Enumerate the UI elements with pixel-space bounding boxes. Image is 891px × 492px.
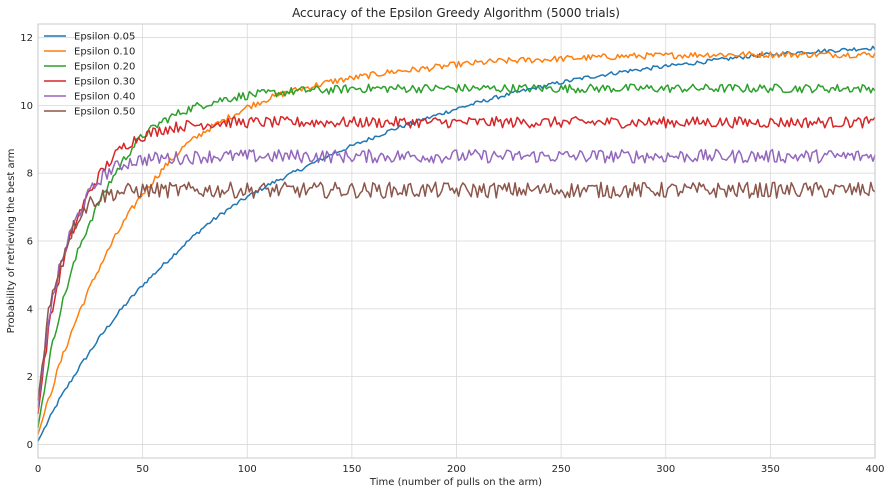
series-line-3 [37,83,876,428]
tick-labels: 0 50 100 150 200 250 300 350 400 0 2 4 6 8 10 12 [20,33,884,475]
y-tick-label: 2 [27,372,33,383]
series-line-5 [37,148,876,408]
plot-frame [37,23,876,459]
x-tick-label: 100 [238,464,257,475]
series-line-4 [37,115,876,415]
series-line-6 [37,181,876,401]
y-tick-label: 10 [20,101,33,112]
y-tick-label: 0 [27,440,33,451]
y-axis-label: Probability of retrieving the best arm [6,149,17,334]
legend: Epsilon 0.05 Epsilon 0.10 Epsilon 0.20 Epsi… [44,32,135,118]
x-tick-label: 400 [865,464,884,475]
legend-label: Epsilon 0.40 [74,92,135,103]
legend-label: Epsilon 0.30 [74,77,135,88]
x-tick-label: 300 [656,464,675,475]
legend-label: Epsilon 0.20 [74,62,135,73]
x-axis-label: Time (number of pulls on the arm) [369,477,542,488]
y-tick-label: 8 [27,169,33,180]
x-tick-label: 50 [136,464,149,475]
x-tick-label: 250 [552,464,571,475]
series-lines [37,23,876,459]
chart-title: Accuracy of the Epsilon Greedy Algorithm… [292,6,620,20]
x-tick-label: 350 [761,464,780,475]
x-tick-label: 150 [342,464,361,475]
legend-label: Epsilon 0.50 [74,107,135,118]
x-tick-label: 200 [447,464,466,475]
y-tick-label: 4 [27,304,33,315]
y-tick-label: 12 [20,33,33,44]
legend-label: Epsilon 0.10 [74,47,135,58]
series-line-1 [37,45,876,442]
y-tick-label: 6 [27,237,33,248]
x-tick-label: 0 [35,464,41,475]
legend-label: Epsilon 0.05 [74,32,135,43]
